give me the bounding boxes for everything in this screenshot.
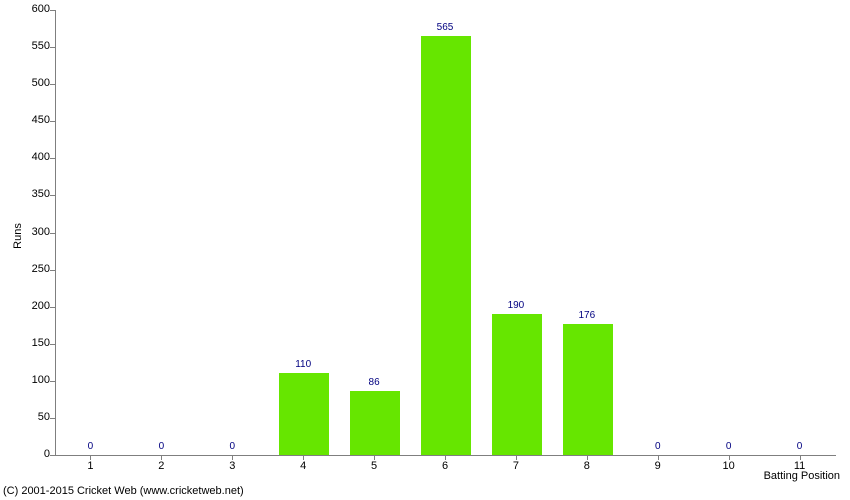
y-tick-label: 0 xyxy=(10,448,50,460)
copyright-text: (C) 2001-2015 Cricket Web (www.cricketwe… xyxy=(3,485,244,497)
x-tick-mark xyxy=(374,455,375,460)
x-tick-mark xyxy=(303,455,304,460)
x-tick-label: 1 xyxy=(60,460,120,472)
bar-value-label: 86 xyxy=(344,377,404,388)
y-tick-mark xyxy=(50,233,55,234)
bar-value-label: 0 xyxy=(60,441,120,452)
bar xyxy=(492,314,542,455)
y-tick-mark xyxy=(50,158,55,159)
bar-value-label: 0 xyxy=(202,441,262,452)
plot-area xyxy=(55,10,836,456)
bar-value-label: 110 xyxy=(273,359,333,370)
bar-value-label: 0 xyxy=(699,441,759,452)
y-tick-label: 550 xyxy=(10,40,50,52)
y-tick-label: 300 xyxy=(10,226,50,238)
x-tick-label: 5 xyxy=(344,460,404,472)
x-tick-mark xyxy=(516,455,517,460)
y-tick-label: 250 xyxy=(10,263,50,275)
y-tick-mark xyxy=(50,307,55,308)
y-tick-label: 100 xyxy=(10,374,50,386)
bar xyxy=(350,391,400,455)
bar-value-label: 0 xyxy=(770,441,830,452)
x-tick-label: 11 xyxy=(770,460,830,472)
x-tick-mark xyxy=(161,455,162,460)
y-tick-mark xyxy=(50,195,55,196)
x-tick-label: 7 xyxy=(486,460,546,472)
y-tick-label: 200 xyxy=(10,300,50,312)
y-tick-mark xyxy=(50,418,55,419)
bar-value-label: 190 xyxy=(486,300,546,311)
y-tick-mark xyxy=(50,10,55,11)
x-tick-label: 8 xyxy=(557,460,617,472)
x-tick-label: 4 xyxy=(273,460,333,472)
bar xyxy=(421,36,471,455)
x-tick-mark xyxy=(232,455,233,460)
y-tick-mark xyxy=(50,84,55,85)
y-tick-label: 500 xyxy=(10,77,50,89)
x-tick-label: 2 xyxy=(131,460,191,472)
x-tick-mark xyxy=(90,455,91,460)
bar-value-label: 565 xyxy=(415,22,475,33)
x-tick-mark xyxy=(800,455,801,460)
y-tick-label: 150 xyxy=(10,337,50,349)
y-tick-label: 450 xyxy=(10,114,50,126)
x-tick-mark xyxy=(587,455,588,460)
x-tick-label: 3 xyxy=(202,460,262,472)
bar-value-label: 176 xyxy=(557,310,617,321)
x-tick-label: 10 xyxy=(699,460,759,472)
y-tick-mark xyxy=(50,344,55,345)
x-tick-mark xyxy=(445,455,446,460)
y-tick-label: 400 xyxy=(10,151,50,163)
bar-value-label: 0 xyxy=(628,441,688,452)
x-tick-label: 6 xyxy=(415,460,475,472)
y-tick-label: 600 xyxy=(10,3,50,15)
y-tick-mark xyxy=(50,455,55,456)
bar xyxy=(279,373,329,455)
bar-value-label: 0 xyxy=(131,441,191,452)
y-tick-mark xyxy=(50,47,55,48)
bar xyxy=(563,324,613,455)
x-tick-mark xyxy=(729,455,730,460)
y-tick-label: 50 xyxy=(10,411,50,423)
y-tick-mark xyxy=(50,381,55,382)
x-tick-label: 9 xyxy=(628,460,688,472)
y-tick-mark xyxy=(50,270,55,271)
y-tick-mark xyxy=(50,121,55,122)
x-tick-mark xyxy=(658,455,659,460)
y-tick-label: 350 xyxy=(10,188,50,200)
chart-container: Runs Batting Position (C) 2001-2015 Cric… xyxy=(0,0,850,500)
